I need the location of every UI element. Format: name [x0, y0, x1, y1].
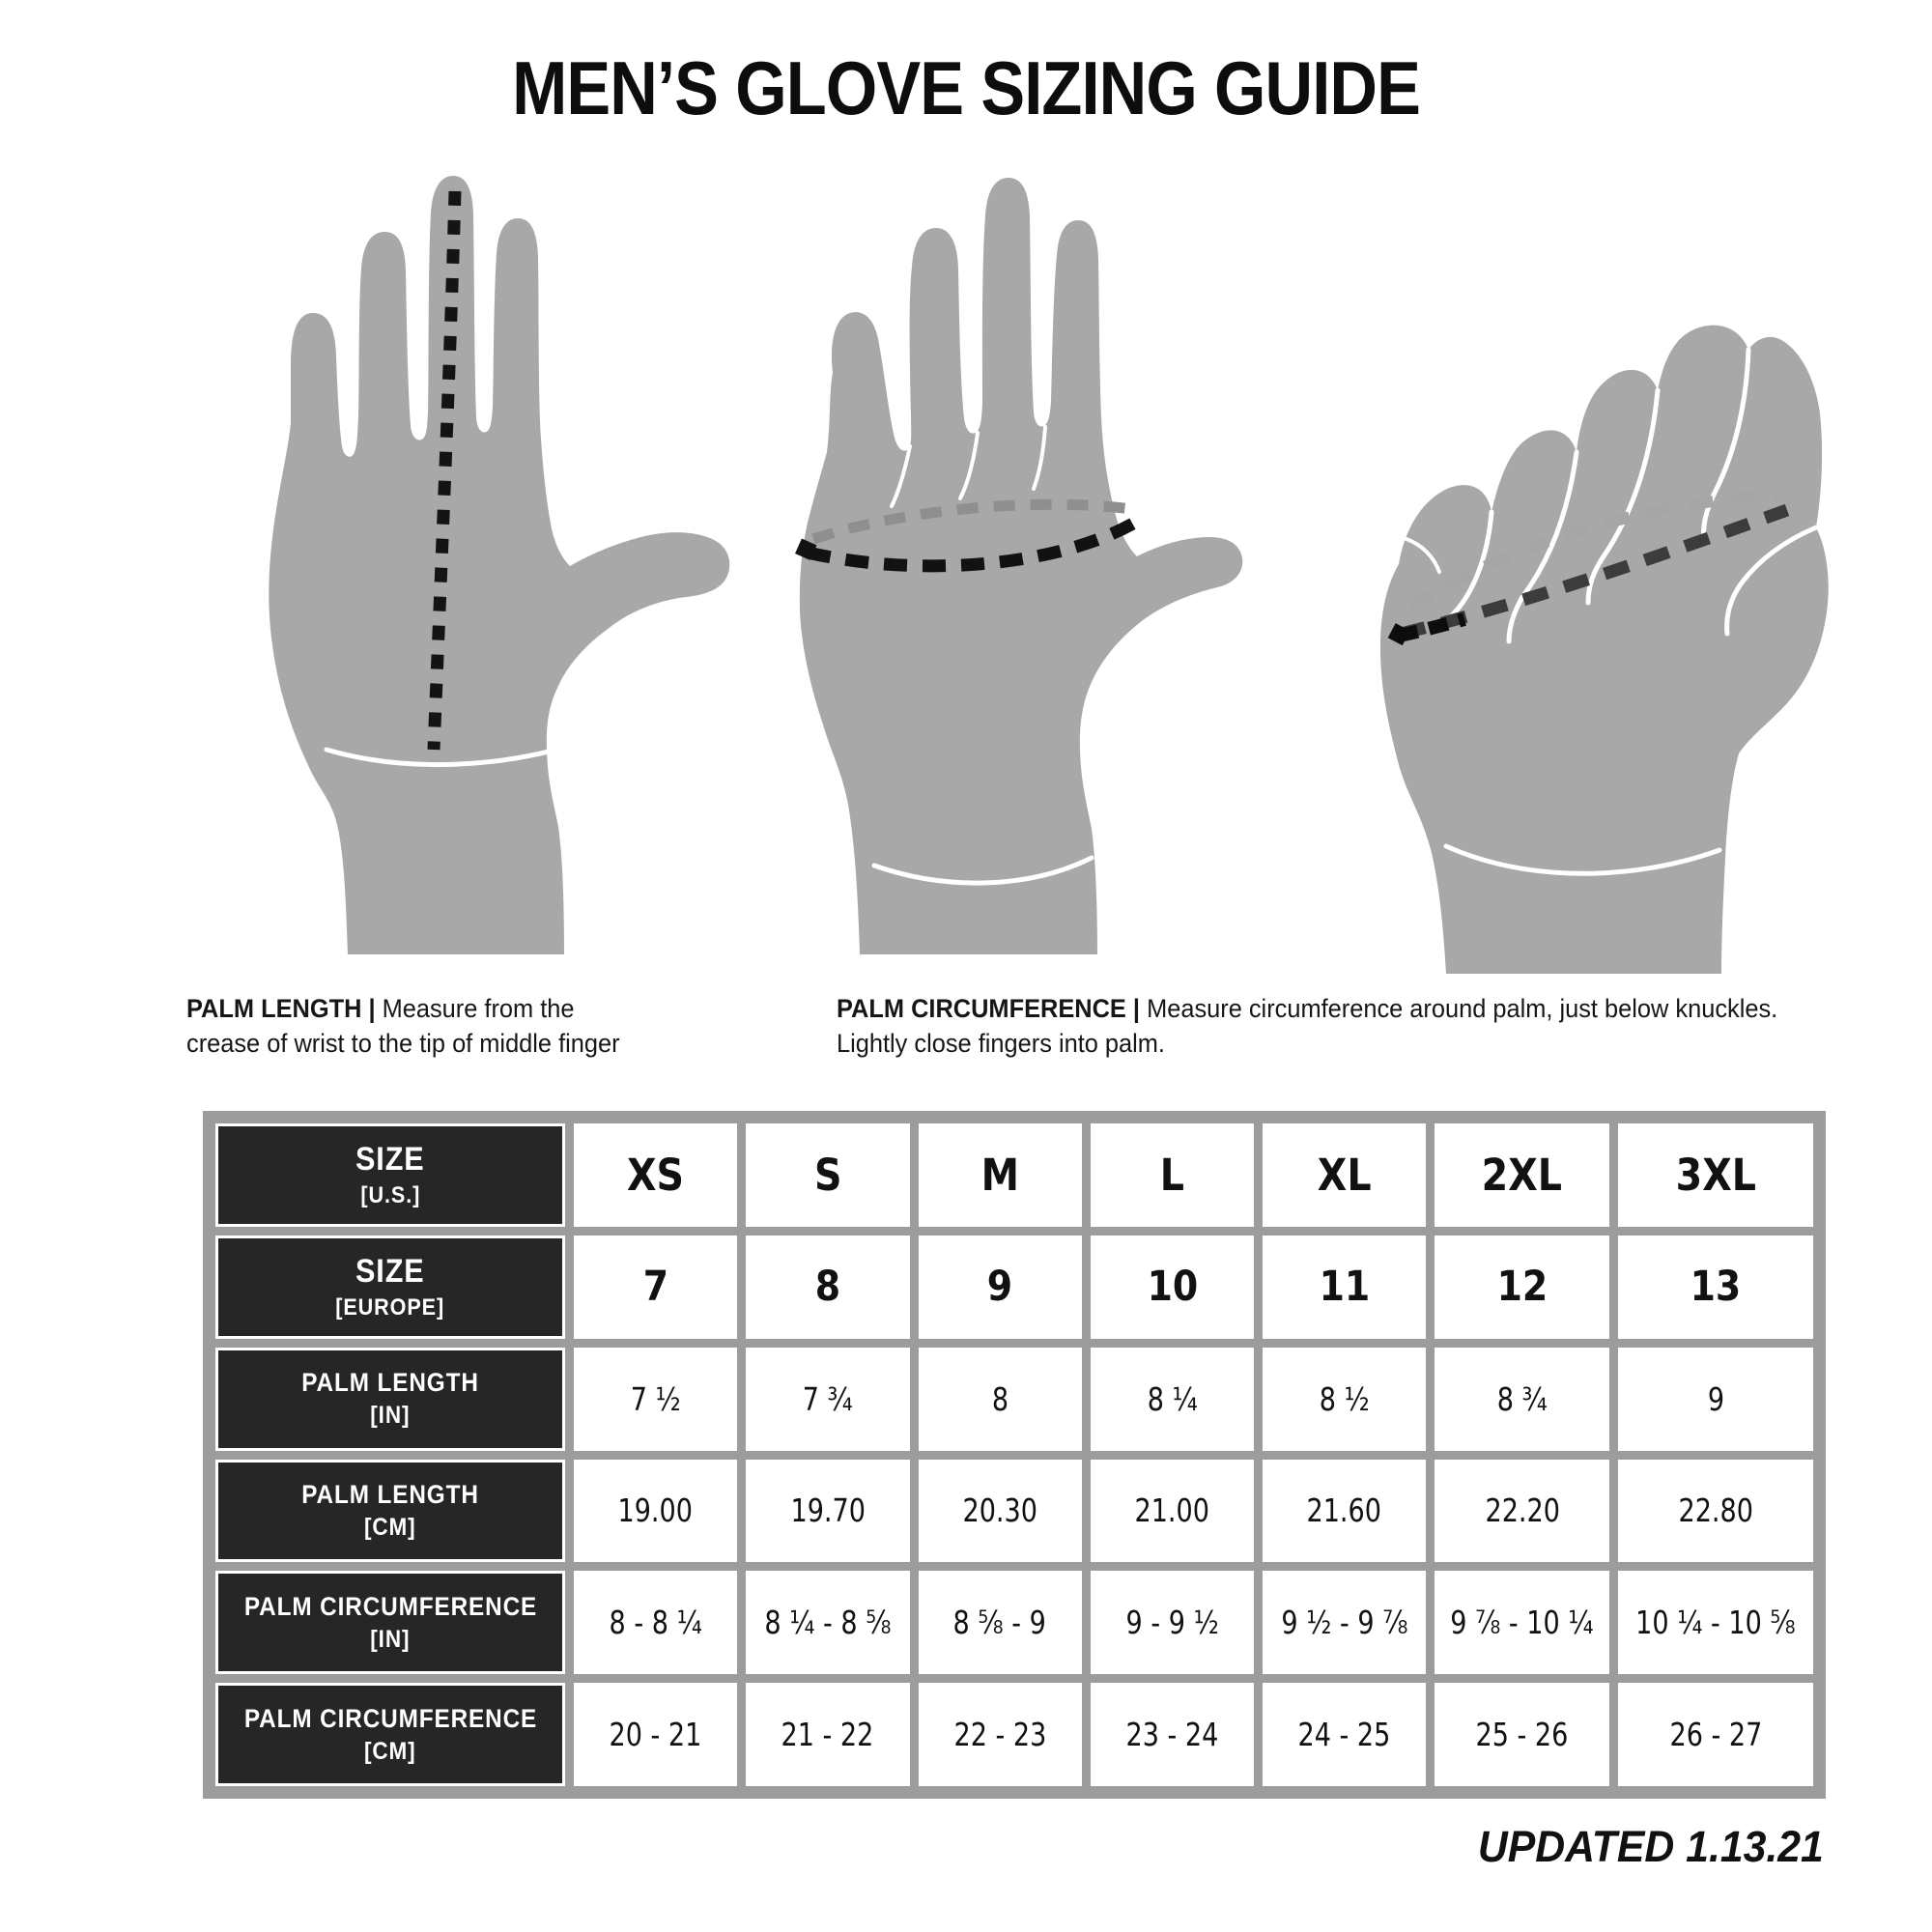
table-cell: 9 ⅞ - 10 ¼ [1435, 1571, 1610, 1675]
table-cell: 19.00 [574, 1459, 738, 1563]
closed-fist-circumference-illustration [1379, 325, 1829, 974]
pinky-side-crease [1405, 537, 1441, 574]
hand-silhouette [799, 178, 1243, 954]
palm-length-measure-line [427, 190, 462, 751]
knuckle-line-1 [890, 444, 912, 508]
finger-groove-1 [1446, 509, 1494, 621]
table-cell: 8 ½ [1263, 1347, 1427, 1451]
table-cell: 11 [1263, 1235, 1427, 1339]
page-title-row: MEN’S GLOVE SIZING GUIDE [0, 44, 1932, 132]
table-cell: 7 ¾ [746, 1347, 910, 1451]
palm-circumference-caption-line2: Lightly close fingers into palm. [837, 1029, 1165, 1059]
row-header-size-us: SIZE [U.S.] [215, 1123, 565, 1227]
table-cell: XS [574, 1123, 738, 1227]
table-cell: 22.20 [1435, 1459, 1610, 1563]
table-cell: 21.00 [1090, 1459, 1255, 1563]
circumference-front-dash [806, 512, 1147, 573]
sizing-table: SIZE [U.S.] XS S M L XL 2XL 3XL SIZE [EU… [203, 1111, 1826, 1799]
table-cell: 20 - 21 [574, 1683, 738, 1786]
wrist-crease-line [871, 855, 1094, 886]
circumference-back-dash [1406, 489, 1780, 612]
table-cell: 8 [918, 1347, 1082, 1451]
table-cell: 13 [1618, 1235, 1813, 1339]
table-cell: L [1090, 1123, 1255, 1227]
fist-silhouette [1379, 325, 1829, 974]
row-header-size-europe: SIZE [EUROPE] [215, 1235, 565, 1339]
palm-length-caption-label: PALM LENGTH | [186, 994, 383, 1023]
table-cell: 19.70 [746, 1459, 910, 1563]
table-cell: 22.80 [1618, 1459, 1813, 1563]
palm-base-crease [1443, 843, 1722, 876]
row-header-palm-length-in: PALM LENGTH [IN] [215, 1347, 565, 1451]
table-cell: 8 ¾ [1435, 1347, 1610, 1451]
row-header-palm-circumference-cm: PALM CIRCUMFERENCE [CM] [215, 1683, 565, 1786]
measure-start-dot [795, 538, 817, 560]
table-cell: 7 [574, 1235, 738, 1339]
thumb-crease [1724, 525, 1819, 637]
table-cell: 9 - 9 ½ [1090, 1571, 1255, 1675]
finger-groove-4 [1701, 347, 1751, 546]
knuckle-line-2 [958, 431, 980, 500]
table-cell: 8 ¼ [1090, 1347, 1255, 1451]
table-cell: 10 [1090, 1235, 1255, 1339]
palm-circumference-caption: PALM CIRCUMFERENCE | Measure circumferen… [837, 991, 1861, 1061]
table-cell: 24 - 25 [1263, 1683, 1427, 1786]
table-cell: 7 ½ [574, 1347, 738, 1451]
table-cell: 9 ½ - 9 ⅞ [1263, 1571, 1427, 1675]
palm-length-caption: PALM LENGTH | Measure from the crease of… [186, 991, 766, 1061]
measure-start-dot [1387, 623, 1410, 646]
palm-length-caption-line1: Measure from the [382, 994, 575, 1023]
table-cell: 8 ¼ - 8 ⅝ [746, 1571, 910, 1675]
table-cell: 10 ¼ - 10 ⅝ [1618, 1571, 1813, 1675]
row-header-palm-circumference-in: PALM CIRCUMFERENCE [IN] [215, 1571, 565, 1675]
table-cell: S [746, 1123, 910, 1227]
finger-groove-3 [1585, 387, 1661, 606]
palm-circumference-caption-line1: Measure circumference around palm, just … [1147, 994, 1778, 1023]
table-cell: 20.30 [918, 1459, 1082, 1563]
open-hand-palm-circumference-illustration [795, 178, 1243, 954]
table-cell: 9 [1618, 1347, 1813, 1451]
table-cell: 21 - 22 [746, 1683, 910, 1786]
table-cell: 2XL [1435, 1123, 1610, 1227]
table-cell: 22 - 23 [918, 1683, 1082, 1786]
circumference-back-dash [811, 498, 1141, 545]
palm-length-caption-line2: crease of wrist to the tip of middle fin… [186, 1029, 620, 1059]
table-cell: M [918, 1123, 1082, 1227]
table-cell: 21.60 [1263, 1459, 1427, 1563]
table-cell: 8 [746, 1235, 910, 1339]
updated-date: UPDATED 1.13.21 [1478, 1822, 1824, 1871]
table-cell: 25 - 26 [1435, 1683, 1610, 1786]
table-cell: 9 [918, 1235, 1082, 1339]
open-hand-palm-length-illustration [269, 176, 730, 954]
finger-groove-2 [1506, 449, 1579, 644]
knuckle-line-3 [1032, 425, 1047, 491]
page-title: MEN’S GLOVE SIZING GUIDE [512, 45, 1421, 130]
table-cell: 3XL [1618, 1123, 1813, 1227]
palm-circumference-caption-label: PALM CIRCUMFERENCE | [837, 994, 1148, 1023]
table-cell: 23 - 24 [1090, 1683, 1255, 1786]
table-cell: 8 - 8 ¼ [574, 1571, 738, 1675]
table-cell: 8 ⅝ - 9 [918, 1571, 1082, 1675]
circumference-front-dash [1399, 503, 1790, 640]
table-cell: XL [1263, 1123, 1427, 1227]
row-header-palm-length-cm: PALM LENGTH [CM] [215, 1459, 565, 1563]
wrist-crease-line [324, 737, 592, 768]
table-cell: 12 [1435, 1235, 1610, 1339]
table-cell: 26 - 27 [1618, 1683, 1813, 1786]
